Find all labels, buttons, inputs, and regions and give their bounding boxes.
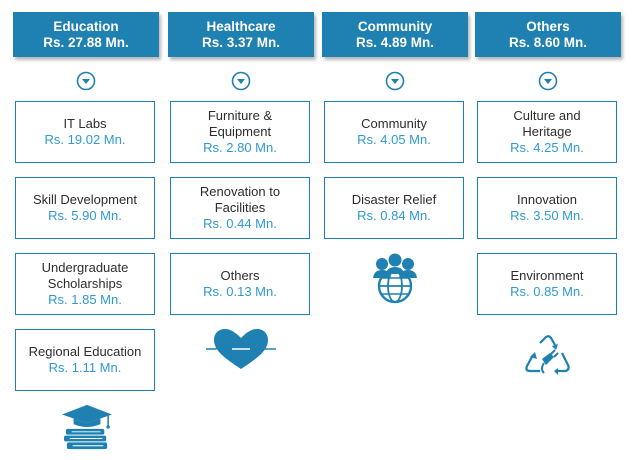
column-amount: Rs. 3.37 Mn. xyxy=(201,34,281,50)
column-amount: Rs. 8.60 Mn. xyxy=(508,34,588,50)
column-header: Education Rs. 27.88 Mn. xyxy=(13,12,159,57)
item-label: IT Labs xyxy=(63,116,107,131)
item-amount: Rs. 0.44 Mn. xyxy=(203,216,277,231)
item-amount: Rs. 19.02 Mn. xyxy=(44,132,126,147)
graduation-books-icon xyxy=(62,404,112,450)
chevron-down-icon xyxy=(385,71,405,91)
column-title: Education xyxy=(53,18,119,34)
item-label: Undergraduate Scholarships xyxy=(41,260,129,291)
item-label: Renovation to Facilities xyxy=(199,184,281,215)
item-amount: Rs. 3.50 Mn. xyxy=(510,208,584,223)
item-amount: Rs. 4.25 Mn. xyxy=(510,140,584,155)
item-label: Skill Development xyxy=(32,192,138,207)
item-label: Regional Education xyxy=(28,344,142,359)
column-amount: Rs. 4.89 Mn. xyxy=(355,34,435,50)
item-label: Others xyxy=(220,268,260,283)
item-card: Undergraduate Scholarships Rs. 1.85 Mn. xyxy=(15,253,155,315)
item-amount: Rs. 2.80 Mn. xyxy=(203,140,277,155)
item-card: IT Labs Rs. 19.02 Mn. xyxy=(15,101,155,163)
item-card: Furniture & Equipment Rs. 2.80 Mn. xyxy=(170,101,310,163)
item-card: Regional Education Rs. 1.11 Mn. xyxy=(15,329,155,391)
chevron-down-icon xyxy=(538,71,558,91)
column-title: Healthcare xyxy=(206,18,276,34)
column-title: Community xyxy=(357,18,433,34)
recycle-plug-icon xyxy=(525,335,570,375)
item-label: Community xyxy=(361,116,427,131)
item-amount: Rs. 4.05 Mn. xyxy=(357,132,431,147)
item-label: Innovation xyxy=(517,192,577,207)
item-amount: Rs. 0.84 Mn. xyxy=(357,208,431,223)
column-header: Healthcare Rs. 3.37 Mn. xyxy=(168,12,314,57)
item-label: Environment xyxy=(510,268,584,283)
item-card: Renovation to Facilities Rs. 0.44 Mn. xyxy=(170,177,310,239)
item-card: Others Rs. 0.13 Mn. xyxy=(170,253,310,315)
item-card: Skill Development Rs. 5.90 Mn. xyxy=(15,177,155,239)
column-header: Others Rs. 8.60 Mn. xyxy=(475,12,621,57)
item-card: Innovation Rs. 3.50 Mn. xyxy=(477,177,617,239)
item-card: Community Rs. 4.05 Mn. xyxy=(324,101,464,163)
item-card: Environment Rs. 0.85 Mn. xyxy=(477,253,617,315)
heart-pulse-icon xyxy=(206,329,276,369)
item-amount: Rs. 5.90 Mn. xyxy=(48,208,122,223)
chevron-down-icon xyxy=(76,71,96,91)
item-amount: Rs. 0.85 Mn. xyxy=(510,284,584,299)
item-amount: Rs. 0.13 Mn. xyxy=(203,284,277,299)
item-card: Disaster Relief Rs. 0.84 Mn. xyxy=(324,177,464,239)
item-amount: Rs. 1.11 Mn. xyxy=(48,360,122,375)
column-amount: Rs. 27.88 Mn. xyxy=(43,34,129,50)
item-label: Disaster Relief xyxy=(351,192,437,207)
item-card: Culture and Heritage Rs. 4.25 Mn. xyxy=(477,101,617,163)
item-label: Furniture & Equipment xyxy=(207,108,273,139)
people-globe-icon xyxy=(373,253,417,304)
chevron-down-icon xyxy=(231,71,251,91)
item-label: Culture and Heritage xyxy=(513,108,581,139)
item-amount: Rs. 1.85 Mn. xyxy=(48,292,122,307)
column-header: Community Rs. 4.89 Mn. xyxy=(322,12,468,57)
column-title: Others xyxy=(526,18,570,34)
